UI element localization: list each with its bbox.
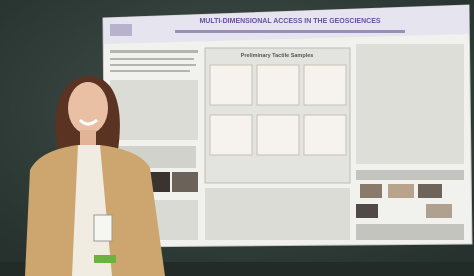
photo-thumb xyxy=(150,172,170,192)
text-line xyxy=(110,50,198,53)
photo-thumb xyxy=(388,184,414,198)
text-block xyxy=(356,170,464,180)
photo-thumb xyxy=(360,184,382,198)
subtitle-line xyxy=(175,30,405,33)
text-block xyxy=(356,224,464,240)
photo-thumb xyxy=(172,172,198,192)
panel-title: Preliminary Tactile Samples xyxy=(241,53,314,59)
text-line xyxy=(110,70,190,72)
poster-subtitle xyxy=(175,30,405,33)
photo-thumb xyxy=(426,204,452,218)
photo-thumb xyxy=(356,204,378,218)
sample-tile xyxy=(304,65,346,105)
text-block xyxy=(356,44,464,164)
text-line xyxy=(110,58,194,60)
logo xyxy=(110,24,132,36)
badge-ribbon xyxy=(94,255,116,263)
sample-tile xyxy=(304,115,346,155)
photo-thumb xyxy=(418,184,442,198)
face xyxy=(68,82,108,134)
page: {"poster": {"title": "MULTI-DIMENSIONAL … xyxy=(0,0,474,276)
sample-tile xyxy=(257,65,299,105)
sample-tile xyxy=(210,115,252,155)
photo: MULTI-DIMENSIONAL ACCESS IN THE GEOSCIEN… xyxy=(0,0,474,276)
sample-tile xyxy=(210,65,252,105)
badge xyxy=(94,215,112,241)
sample-tile xyxy=(257,115,299,155)
neck xyxy=(80,130,96,146)
poster-title: MULTI-DIMENSIONAL ACCESS IN THE GEOSCIEN… xyxy=(199,18,380,25)
text-line xyxy=(110,64,196,66)
text-block xyxy=(110,80,198,140)
center-text xyxy=(205,188,350,240)
